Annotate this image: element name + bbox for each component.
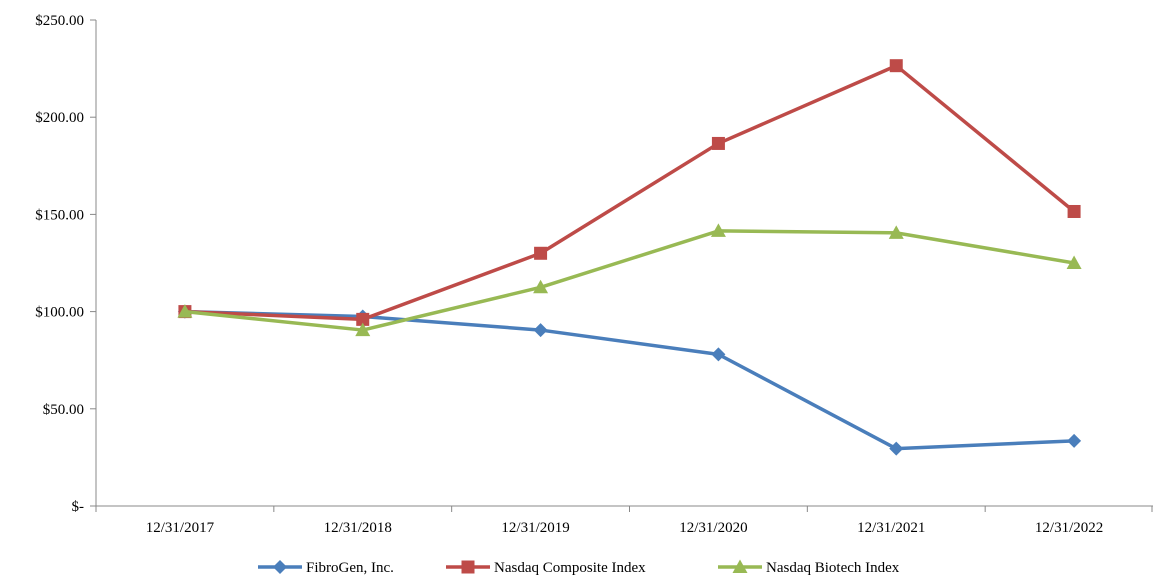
y-axis-ticks: $- $50.00 $100.00 $150.00 $200.00 $250.00 xyxy=(35,13,96,515)
legend-item: FibroGen, Inc. xyxy=(258,560,394,575)
legend-label: Nasdaq Composite Index xyxy=(494,560,646,575)
data-point xyxy=(533,279,549,294)
series-line xyxy=(184,309,1075,451)
series-3 xyxy=(177,223,1082,337)
y-tick-label: $100.00 xyxy=(35,305,84,321)
legend: FibroGen, Inc. Nasdaq Composite Index Nasd… xyxy=(258,559,900,575)
x-tick-label: 12/31/2017 xyxy=(146,520,215,536)
data-point xyxy=(710,223,726,237)
data-point xyxy=(732,559,748,573)
y-tick-label: $200.00 xyxy=(35,110,84,126)
x-tick-label: 12/31/2022 xyxy=(1035,520,1103,536)
data-point xyxy=(889,59,903,73)
x-tick-label: 12/31/2018 xyxy=(324,520,392,536)
y-tick-label: $- xyxy=(72,499,85,515)
series-line xyxy=(184,63,1076,322)
data-point xyxy=(1067,433,1082,448)
legend-label: Nasdaq Biotech Index xyxy=(766,560,900,575)
legend-item: Nasdaq Composite Index xyxy=(446,560,646,575)
series-1 xyxy=(177,304,1082,456)
x-tick-label: 12/31/2020 xyxy=(679,520,747,536)
data-point xyxy=(534,246,548,260)
data-point xyxy=(461,560,475,574)
data-point xyxy=(177,304,193,318)
y-tick-label: $50.00 xyxy=(43,402,84,418)
x-tick-label: 12/31/2019 xyxy=(501,520,569,536)
data-point xyxy=(889,441,904,456)
axes xyxy=(95,20,1153,507)
x-axis-ticks: 12/31/2017 12/31/2018 12/31/2019 12/31/2020… xyxy=(95,506,1153,536)
series-lines xyxy=(177,59,1082,456)
legend-label: FibroGen, Inc. xyxy=(306,560,394,575)
data-point xyxy=(273,560,287,574)
data-point xyxy=(533,323,548,338)
data-point xyxy=(711,136,725,150)
data-point xyxy=(355,322,371,337)
data-point xyxy=(1067,204,1081,218)
x-tick-label: 12/31/2021 xyxy=(857,520,925,536)
legend-item: Nasdaq Biotech Index xyxy=(718,559,900,575)
data-point xyxy=(1066,255,1082,269)
series-2 xyxy=(178,59,1081,326)
y-tick-label: $250.00 xyxy=(35,13,84,29)
data-point xyxy=(711,347,726,362)
series-line xyxy=(184,229,1075,332)
y-tick-label: $150.00 xyxy=(35,207,84,223)
data-point xyxy=(356,312,370,326)
data-point xyxy=(888,225,904,239)
